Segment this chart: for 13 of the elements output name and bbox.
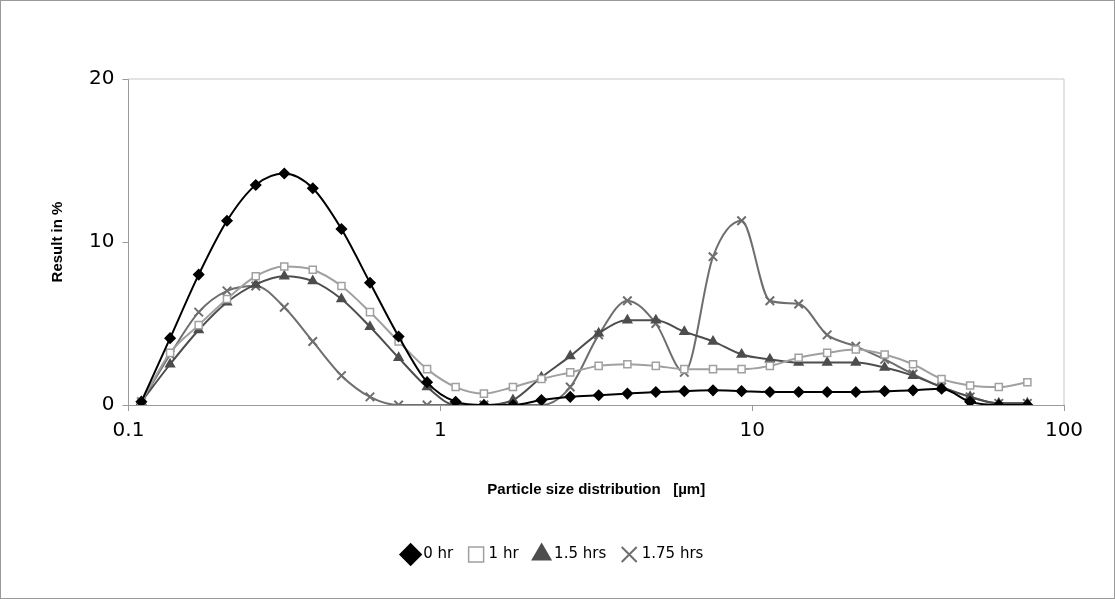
x-tick-label: 0.1 [112, 417, 145, 442]
y-tick-label: 10 [89, 228, 115, 253]
legend-label: 1.5 hrs [554, 544, 607, 563]
y-axis-title: Result in % [48, 201, 66, 283]
x-tick-label: 100 [1044, 417, 1084, 442]
y-tick-label: 0 [101, 391, 115, 416]
legend-label: 0 hr [423, 544, 454, 563]
legend-label: 1.75 hrs [641, 544, 704, 563]
legend-label: 1 hr [488, 544, 520, 563]
x-axis-title: Particle size distribution [µm] [487, 480, 706, 498]
y-tick-label: 20 [89, 65, 115, 90]
x-tick-label: 1 [433, 417, 447, 442]
x-tick-label: 10 [739, 417, 765, 442]
